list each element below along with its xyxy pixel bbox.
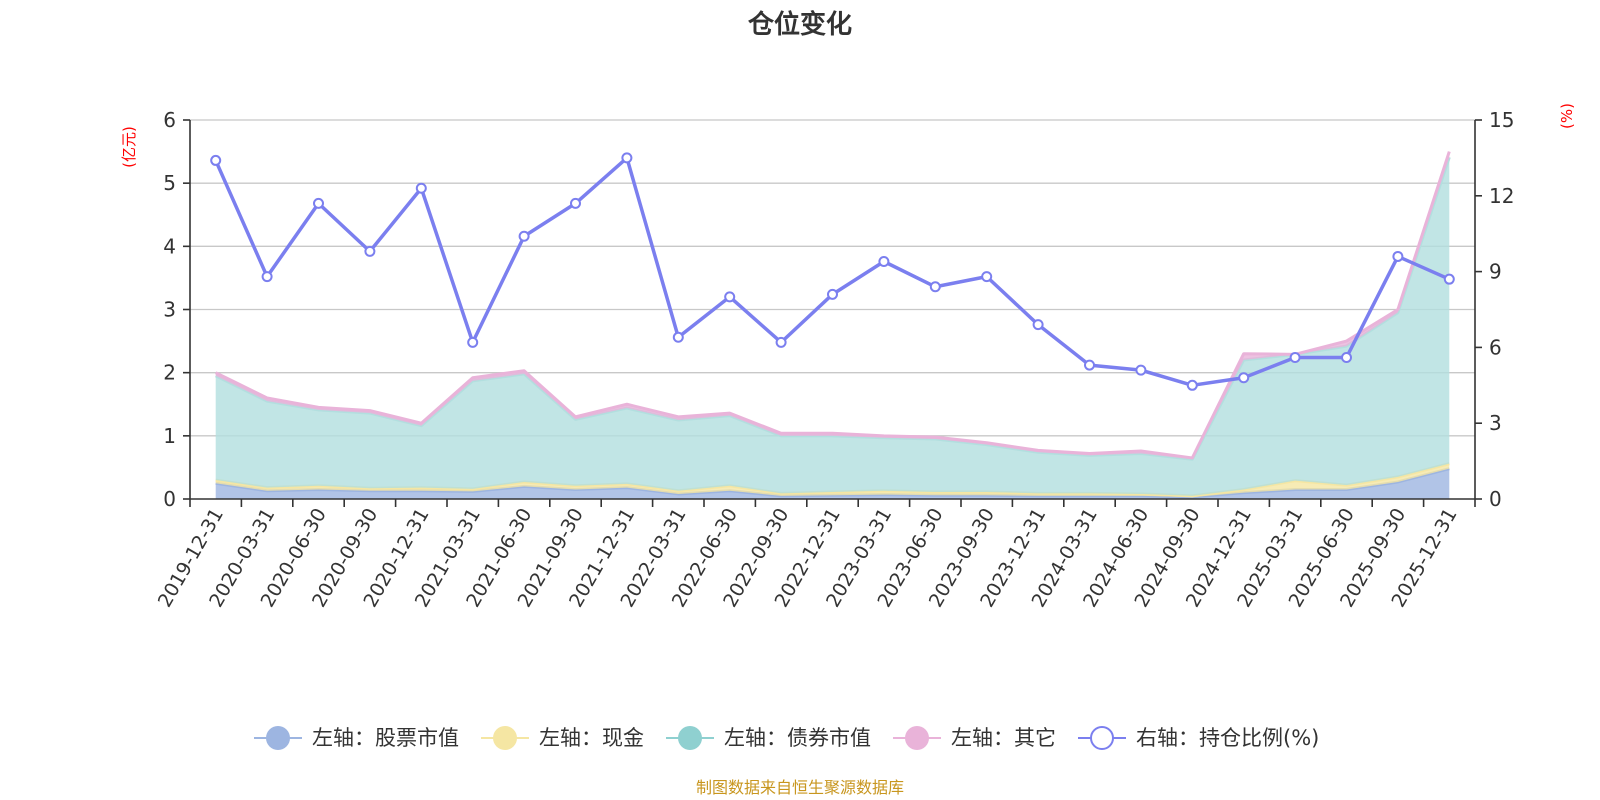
stacked-areas	[215, 151, 1451, 499]
ratio-point	[621, 152, 633, 164]
legend-item: 左轴：债券市值	[666, 726, 871, 750]
left-axis-unit: (亿元)	[120, 126, 138, 168]
ratio-point	[1238, 372, 1250, 384]
left-tick-label: 0	[163, 487, 176, 511]
legend-marker	[1090, 726, 1114, 750]
legend-marker	[266, 726, 290, 750]
right-tick-label: 9	[1489, 260, 1502, 284]
left-tick-label: 6	[163, 108, 176, 132]
legend-marker	[493, 726, 517, 750]
left-tick-label: 5	[163, 171, 176, 195]
right-tick-label: 6	[1489, 335, 1502, 359]
ratio-point	[775, 336, 787, 348]
ratio-point	[364, 245, 376, 257]
left-tick-label: 3	[163, 298, 176, 322]
area-2	[215, 157, 1450, 496]
source-note: 制图数据来自恒生聚源数据库	[696, 778, 904, 797]
left-tick-label: 2	[163, 361, 176, 385]
ratio-point	[981, 271, 993, 283]
left-tick-label: 4	[163, 234, 176, 258]
ratio-point	[1032, 319, 1044, 331]
ratio-point	[1186, 379, 1198, 391]
ratio-point	[1392, 250, 1404, 262]
ratio-point	[929, 281, 941, 293]
legend-item: 左轴：现金	[481, 726, 644, 750]
ratio-point	[210, 154, 222, 166]
right-tick-label: 3	[1489, 411, 1502, 435]
chart-title: 仓位变化	[747, 9, 852, 40]
ratio-point	[827, 288, 838, 300]
left-tick-label: 1	[163, 424, 176, 448]
ratio-point	[518, 230, 530, 242]
right-tick-label: 12	[1489, 184, 1514, 208]
right-tick-label: 15	[1489, 108, 1514, 132]
area-0	[215, 468, 1450, 499]
ratio-point	[1084, 359, 1095, 371]
ratio-point	[724, 291, 736, 303]
ratio-point	[1341, 352, 1352, 364]
ratio-point	[878, 255, 890, 267]
ratio-line-path	[214, 156, 1451, 388]
ratio-point	[1443, 273, 1455, 285]
legend-marker	[678, 726, 702, 750]
legend-label: 左轴：债券市值	[724, 726, 871, 750]
legend: 左轴：股票市值 左轴：现金 左轴：债券市值 左轴：其它 右轴：持仓比例(%)	[254, 726, 1319, 750]
legend-label: 左轴：股票市值	[312, 726, 459, 750]
right-axis-unit: (%)	[1558, 103, 1576, 129]
ratio-point	[467, 336, 479, 348]
ratio-point	[1135, 364, 1147, 376]
right-tick-label: 0	[1489, 487, 1502, 511]
ratio-point	[1289, 352, 1301, 364]
legend-item: 左轴：其它	[893, 726, 1056, 750]
legend-label: 右轴：持仓比例(%)	[1136, 726, 1319, 750]
ratio-point	[570, 197, 581, 209]
legend-label: 左轴：其它	[951, 726, 1056, 750]
ratio-point	[672, 331, 684, 343]
ratio-line	[210, 152, 1455, 391]
ratio-point	[313, 197, 324, 209]
legend-label: 左轴：现金	[539, 726, 644, 750]
area-edge-3	[215, 151, 1451, 460]
ratio-point	[261, 271, 273, 283]
legend-marker	[905, 726, 929, 750]
ratio-point	[415, 182, 427, 194]
legend-item: 右轴：持仓比例(%)	[1078, 726, 1319, 750]
legend-item: 左轴：股票市值	[254, 726, 459, 750]
